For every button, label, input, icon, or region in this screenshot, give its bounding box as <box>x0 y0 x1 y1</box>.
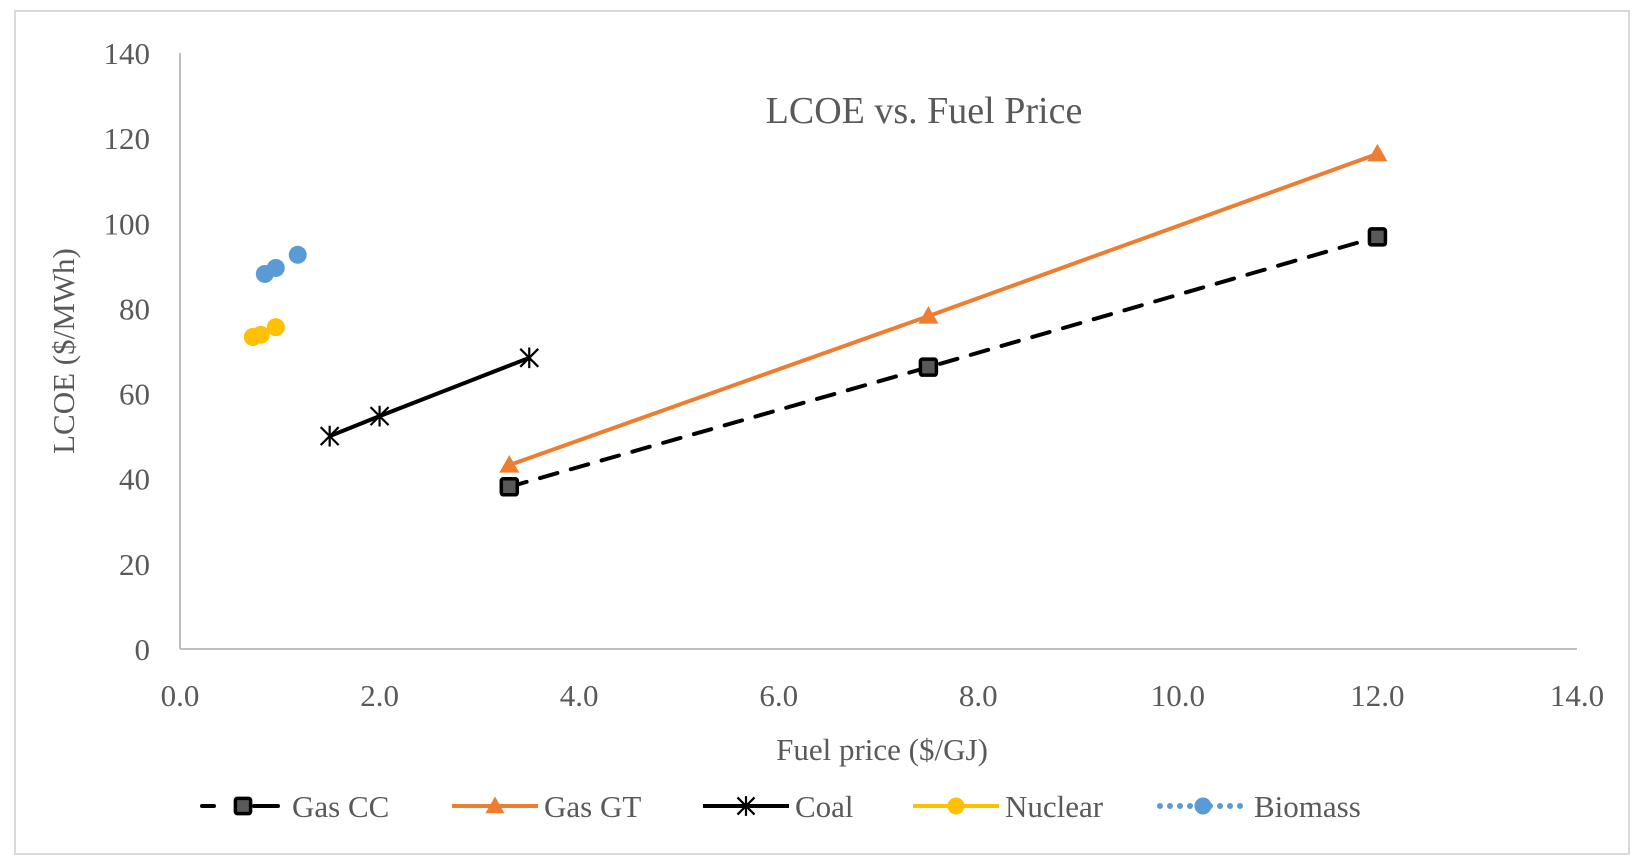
legend-label: Biomass <box>1254 789 1361 824</box>
x-tick-label: 10.0 <box>1151 678 1205 713</box>
x-tick-label: 8.0 <box>959 678 998 713</box>
x-tick-labels: 0.0 2.0 4.0 6.0 8.0 10.0 12.0 14.0 <box>161 678 1605 713</box>
legend-label: Coal <box>795 789 854 824</box>
data-point-gas-gt <box>1367 143 1388 162</box>
y-tick-label: 80 <box>119 291 150 326</box>
x-tick-label: 6.0 <box>759 678 798 713</box>
x-tick-label: 12.0 <box>1350 678 1404 713</box>
y-tick-label: 60 <box>119 377 150 412</box>
legend-item-gas-cc: Gas CC <box>200 789 389 824</box>
legend-label: Nuclear <box>1005 789 1104 824</box>
x-tick-label: 0.0 <box>161 678 200 713</box>
data-point-coal <box>519 347 540 369</box>
y-tick-label: 120 <box>104 121 151 156</box>
data-point-coal <box>369 405 390 427</box>
data-point-coal <box>319 425 340 447</box>
series-line-coal <box>328 355 530 438</box>
legend-marker-coal <box>736 796 756 816</box>
data-point-gas-gt <box>918 306 939 324</box>
legend-marker-gas-gt <box>485 796 505 814</box>
data-point-biomass <box>266 258 285 277</box>
data-point-nuclear <box>266 318 285 337</box>
chart-frame <box>14 10 1630 855</box>
series-line-gas-gt <box>508 152 1379 467</box>
data-point-nuclear <box>251 325 270 344</box>
data-point-gas-cc <box>499 477 520 497</box>
x-tick-label: 14.0 <box>1550 678 1604 713</box>
legend-marker-gas-cc <box>233 796 253 816</box>
legend-item-nuclear: Nuclear <box>913 789 1104 824</box>
data-point-gas-cc <box>1367 227 1388 247</box>
x-axis-title: Fuel price ($/GJ) <box>776 732 988 767</box>
chart-title: LCOE vs. Fuel Price <box>766 90 1083 132</box>
y-tick-label: 0 <box>135 632 151 667</box>
x-tick-label: 4.0 <box>560 678 599 713</box>
x-tick-label: 2.0 <box>360 678 399 713</box>
y-tick-labels: 0 20 40 60 80 100 120 140 <box>104 36 151 667</box>
y-tick-label: 100 <box>104 206 151 241</box>
legend-item-biomass: Biomass <box>1157 789 1361 824</box>
data-point-gas-cc <box>918 357 939 377</box>
y-axis-title: LCOE ($/MWh) <box>46 248 81 454</box>
series-lines <box>328 152 1380 489</box>
legend-label: Gas GT <box>544 789 641 824</box>
legend-item-gas-gt: Gas GT <box>452 789 641 824</box>
legend-marker-nuclear <box>947 797 965 815</box>
series-line-gas-cc <box>507 234 1380 489</box>
series-markers <box>243 143 1388 497</box>
legend-label: Gas CC <box>292 789 389 824</box>
legend-marker-biomass <box>1194 797 1212 815</box>
legend: Gas CC Gas GT Coal Nuclear Biomass <box>200 789 1361 824</box>
data-point-gas-gt <box>499 455 520 473</box>
y-tick-label: 40 <box>119 462 150 497</box>
data-point-biomass <box>288 245 307 264</box>
legend-item-coal: Coal <box>703 789 854 824</box>
y-tick-label: 140 <box>104 36 151 71</box>
y-tick-label: 20 <box>119 547 150 582</box>
